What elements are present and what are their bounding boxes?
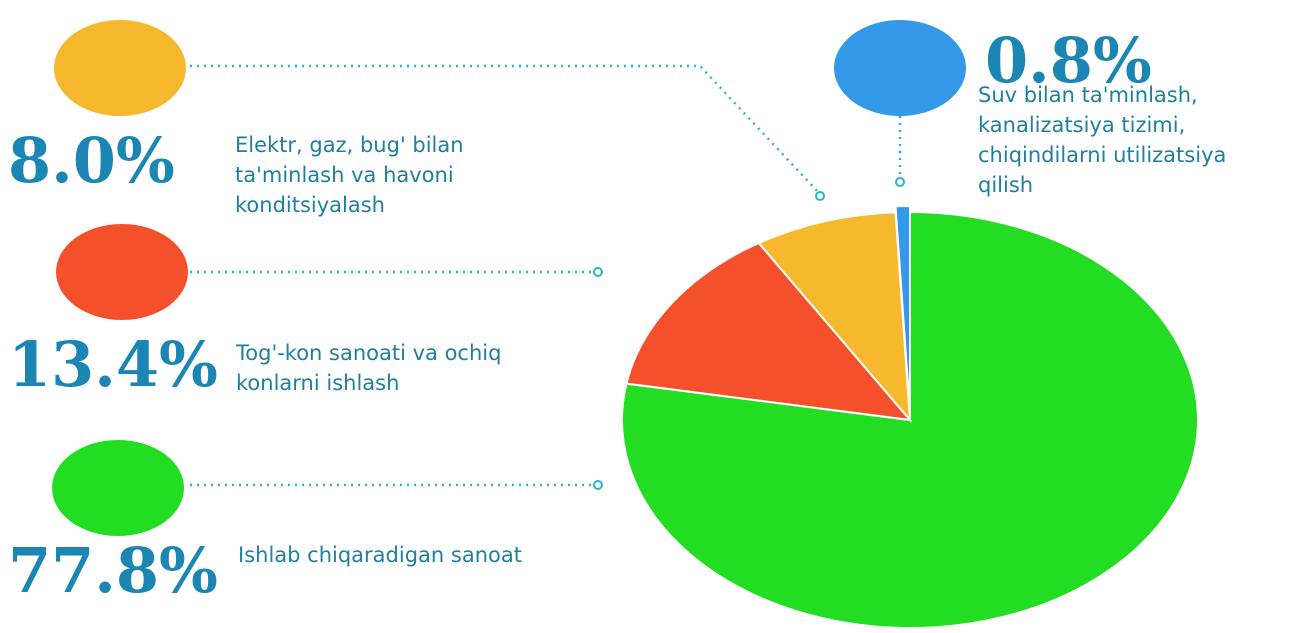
pie-slice: [625, 241, 913, 422]
leader-line: [190, 64, 821, 195]
category-label: Ishlab chiqaradigan sanoat: [238, 543, 522, 567]
legend-marker: [54, 20, 186, 116]
percent-label: 77.8%: [8, 534, 218, 607]
leader-dot: [895, 177, 905, 187]
legend-marker: [52, 440, 184, 536]
legend-marker: [56, 224, 188, 320]
category-label: Tog'-kon sanoati va ochiq konlarni ishla…: [236, 341, 502, 395]
percent-label: 13.4%: [8, 328, 218, 401]
category-label: Elektr, gaz, bug' bilan ta'minlash va ha…: [235, 133, 464, 217]
legend-marker: [834, 20, 966, 116]
leader-dot: [593, 267, 603, 277]
percent-label: 0.8%: [985, 24, 1152, 97]
leader-dot: [815, 191, 825, 201]
pie-slice: [894, 204, 911, 415]
percent-label: 8.0%: [8, 124, 175, 197]
pie-slice: [757, 211, 912, 423]
category-label: Suv bilan ta'minlash, kanalizatsiya tizi…: [978, 83, 1227, 197]
leader-dot: [593, 480, 603, 490]
